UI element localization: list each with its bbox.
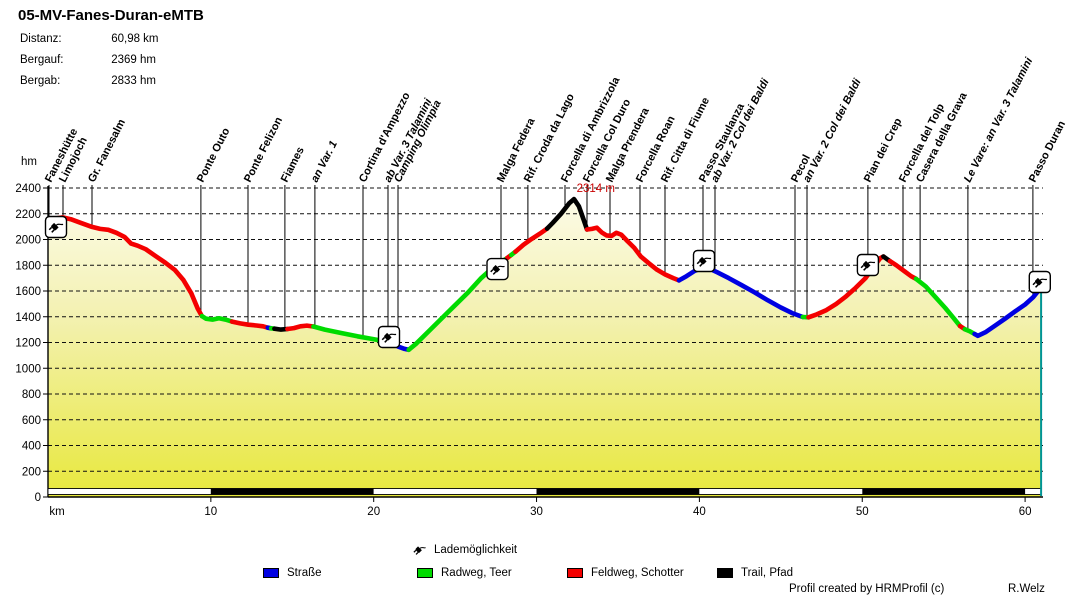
footer-credit: Profil created by HRMProfil (c) <box>789 583 945 595</box>
svg-text:20: 20 <box>367 506 380 518</box>
profile-segment-gravel <box>584 225 682 283</box>
svg-text:800: 800 <box>22 389 41 401</box>
legend-gravel-label: Feldweg, Schotter <box>591 567 684 579</box>
waypoint-label: an Var. 2 Col dei Baldi <box>801 76 864 184</box>
waypoint-label: Pian dei Crep <box>862 116 905 184</box>
svg-text:2000: 2000 <box>15 235 41 247</box>
svg-text:1000: 1000 <box>15 363 41 375</box>
svg-text:600: 600 <box>22 415 41 427</box>
profile-segment-bike <box>913 276 963 329</box>
charger-plug-icon <box>413 546 426 555</box>
km-scale-bar <box>47 488 1042 495</box>
legend-item-trail: Trail, Pfad <box>717 567 793 579</box>
stat-distance: Distanz: 60,98 km <box>20 29 159 50</box>
legend-charge-label: Lademöglichkeit <box>434 543 518 556</box>
waypoint-label: Ponte Outo <box>195 126 233 185</box>
stat-ascent: Bergauf: 2369 hm <box>20 50 159 71</box>
waypoint-label: Ponte Felizon <box>242 115 285 184</box>
bike-color-swatch <box>417 568 433 578</box>
svg-text:1200: 1200 <box>15 338 41 350</box>
svg-text:200: 200 <box>22 466 41 478</box>
charger-icon <box>377 325 401 349</box>
profile-segment-bike <box>199 313 235 324</box>
page-title: 05-MV-Fanes-Duran-eMTB <box>18 7 204 24</box>
legend-item-bike: Radweg, Teer <box>417 567 512 579</box>
svg-text:2200: 2200 <box>15 209 41 221</box>
x-tick-labels: 10 20 30 40 50 60 km <box>49 506 1031 518</box>
waypoint-lines <box>48 185 1034 345</box>
svg-text:40: 40 <box>693 506 706 518</box>
svg-text:1600: 1600 <box>15 286 41 298</box>
x-axis-title: km <box>49 506 64 518</box>
svg-text:30: 30 <box>530 506 543 518</box>
svg-text:10: 10 <box>204 506 217 518</box>
stat-distance-label: Distanz: <box>20 33 62 45</box>
svg-text:0: 0 <box>35 492 41 504</box>
waypoint-label: Gr. Fanesalm <box>86 117 128 184</box>
waypoint-label: Fiames <box>279 145 307 184</box>
legend-item-gravel: Feldweg, Schotter <box>567 567 684 579</box>
svg-text:1800: 1800 <box>15 260 41 272</box>
svg-text:1400: 1400 <box>15 312 41 324</box>
waypoint-label: ab Var. 2 Col dei Baldi <box>709 76 772 184</box>
svg-text:400: 400 <box>22 441 41 453</box>
legend-trail-label: Trail, Pfad <box>741 567 793 579</box>
charger-icon <box>486 257 509 281</box>
stats-panel: Distanz: 60,98 km Bergauf: 2369 hm Berga… <box>20 29 159 92</box>
axis-ticks <box>43 187 1026 502</box>
profile-segment-gravel <box>285 323 316 332</box>
gravel-color-swatch <box>567 568 583 578</box>
charge-icons <box>44 215 1052 349</box>
legend-road-label: Straße <box>287 567 322 579</box>
svg-text:60: 60 <box>1019 506 1032 518</box>
waypoint-label: Le Vare: an Var. 3 Talamini <box>962 55 1036 184</box>
legend-item-road: Straße <box>263 567 322 579</box>
stat-ascent-label: Bergauf: <box>20 54 64 66</box>
charger-icon <box>44 215 68 239</box>
svg-text:2400: 2400 <box>15 183 41 195</box>
stat-distance-value: 60,98 km <box>111 33 159 45</box>
svg-text:50: 50 <box>856 506 869 518</box>
peak-elevation-label: 2314 m <box>577 183 615 195</box>
waypoint-label: an Var. 1 <box>309 139 340 184</box>
y-axis-title: hm <box>21 156 37 168</box>
y-tick-labels: 0 200 400 600 800 1000 1200 1400 1600 1800 2000 220… <box>15 156 41 504</box>
profile-segment-road <box>972 285 1044 339</box>
profile-segment-gravel <box>887 258 919 282</box>
road-color-swatch <box>263 568 279 578</box>
profile-segment-trail <box>544 196 590 232</box>
charger-icon <box>1028 270 1052 294</box>
stat-ascent-value: 2369 hm <box>111 54 156 66</box>
stat-descent-label: Bergab: <box>20 75 61 87</box>
profile-segment-gravel <box>229 319 271 331</box>
charger-icon <box>692 249 716 273</box>
footer-author: R.Welz <box>1008 583 1045 595</box>
stat-descent-value: 2833 hm <box>111 75 156 87</box>
legend-charge: Lademöglichkeit <box>412 541 517 558</box>
legend-bike-label: Radweg, Teer <box>441 567 512 579</box>
trail-color-swatch <box>717 568 733 578</box>
stat-descent: Bergab: 2833 hm <box>20 71 159 92</box>
elevation-area-fill <box>48 199 1042 497</box>
charger-icon <box>856 253 880 277</box>
waypoint-label: Passo Duran <box>1027 119 1068 185</box>
profile-segment-gravel <box>45 215 205 319</box>
profile-segment-gravel <box>513 226 550 254</box>
